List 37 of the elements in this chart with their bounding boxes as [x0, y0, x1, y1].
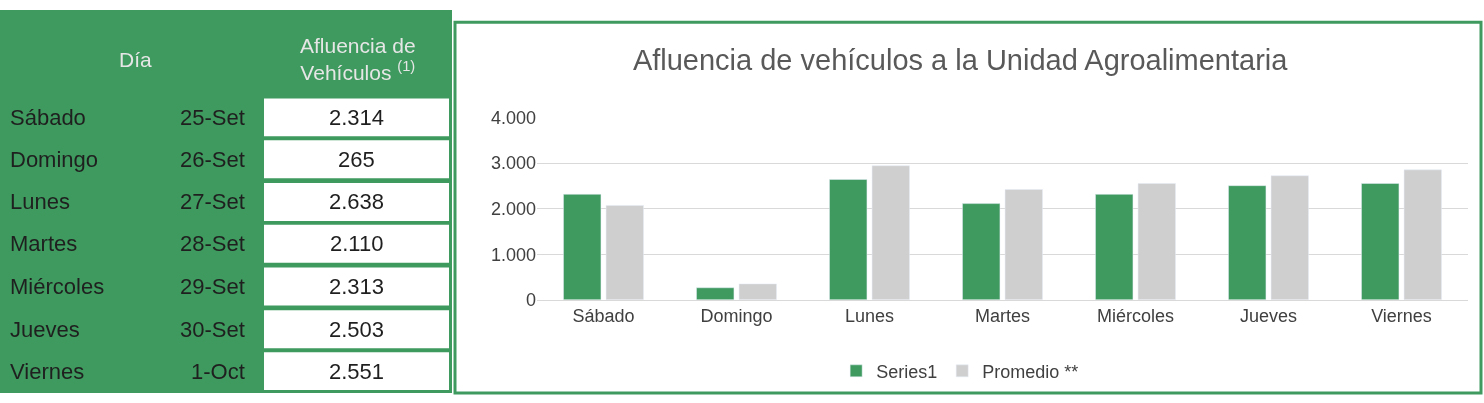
legend-label: Promedio **: [982, 361, 1079, 382]
x-tick-label: Domingo: [700, 306, 773, 327]
category-label: Viernes: [10, 359, 85, 384]
x-tick-label: Jueves: [1239, 306, 1298, 327]
category-label: Lunes: [10, 189, 70, 214]
text: 2.551: [329, 359, 385, 384]
category-label: Domingo: [10, 147, 99, 172]
text: 2.503: [329, 317, 385, 342]
category-label: Sábado: [10, 105, 86, 130]
text: Afluencia de Vehículos $^{(1)}$: [300, 34, 416, 85]
text: 28-Set: [180, 231, 245, 256]
y-tick-label: 0: [525, 290, 536, 311]
text: 30-Set: [180, 317, 245, 342]
x-tick-label: Lunes: [844, 306, 895, 327]
y-tick-label: 3.000: [490, 153, 536, 174]
text: 1-Oct: [191, 359, 245, 384]
x-tick-label: Sábado: [572, 306, 635, 327]
text: 27-Set: [180, 189, 245, 214]
y-tick-label: 1.000: [490, 244, 536, 265]
x-tick-label: Martes: [974, 306, 1031, 327]
x-tick-label: Viernes: [1371, 306, 1432, 327]
text: 265: [338, 147, 375, 172]
text: Día: [119, 48, 152, 71]
category-label: Martes: [10, 231, 78, 256]
chart-title: Afluencia de vehículos a la Unidad Agroalimentaria: [632, 44, 1289, 77]
x-tick-label: Miércoles: [1096, 306, 1175, 327]
text: 2.313: [329, 274, 385, 299]
y-tick-label: 4.000: [490, 107, 536, 128]
y-tick-label: 2.000: [490, 198, 536, 219]
text: 26-Set: [180, 147, 245, 172]
category-label: Miércoles: [10, 274, 105, 299]
text: 25-Set: [180, 105, 245, 130]
text: 2.110: [330, 231, 384, 256]
text: 2.638: [329, 189, 385, 214]
text: 2.314: [329, 105, 385, 130]
text: 29-Set: [180, 274, 245, 299]
legend-label: Series1: [876, 361, 938, 382]
